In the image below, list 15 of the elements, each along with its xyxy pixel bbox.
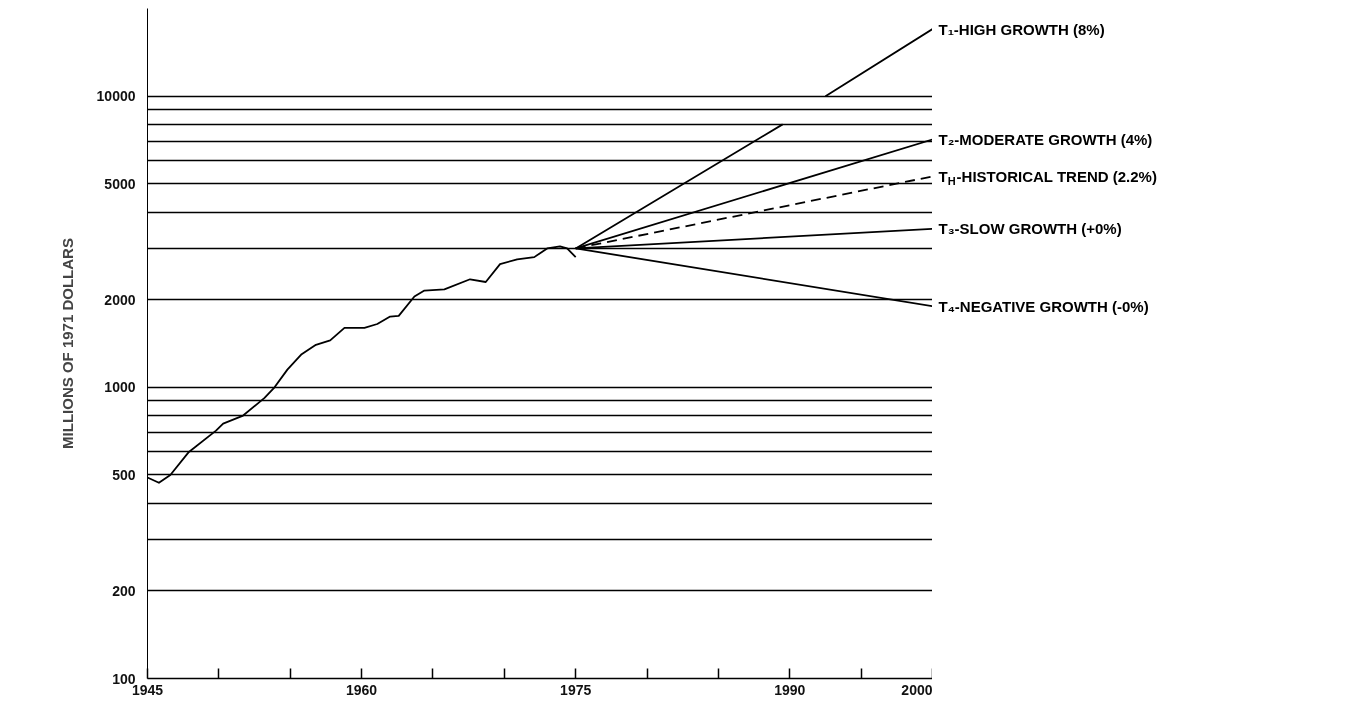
- series-label: T₃-SLOW GROWTH (+0%): [938, 220, 1122, 238]
- y-tick-label: 200: [112, 582, 136, 599]
- y-tick-label: 5000: [104, 175, 136, 192]
- series-label: T₂-MODERATE GROWTH (4%): [938, 130, 1153, 148]
- x-tick-label: 2000: [901, 681, 933, 698]
- series-label: T₁-HIGH GROWTH (8%): [938, 20, 1105, 38]
- y-tick-label: 10000: [96, 88, 136, 105]
- x-tick-label: 1975: [560, 681, 592, 698]
- series-label: T₄-NEGATIVE GROWTH (-0%): [938, 297, 1149, 315]
- y-tick-label: 2000: [104, 291, 136, 308]
- y-tick-label: 1000: [104, 379, 136, 396]
- y-axis-title: MILLIONS OF 1971 DOLLARS: [58, 238, 76, 449]
- y-tick-label: 500: [112, 466, 136, 483]
- x-tick-label: 1960: [346, 681, 378, 698]
- x-tick-label: 1990: [774, 681, 806, 698]
